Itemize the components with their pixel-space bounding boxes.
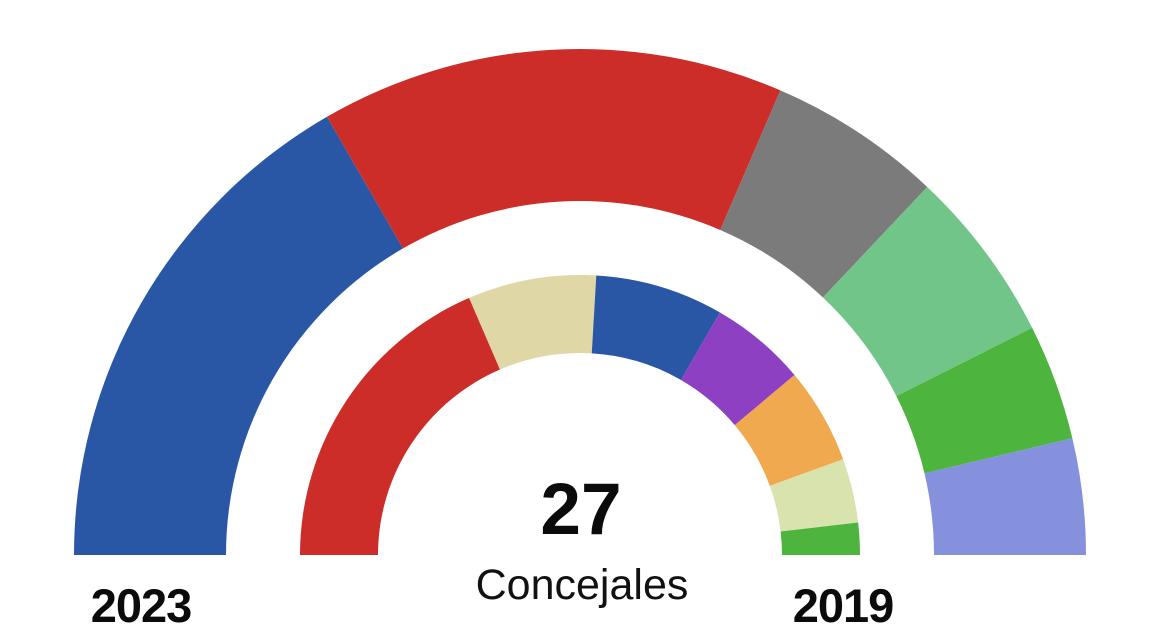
- seat-segment-2023-lavender: [924, 438, 1086, 555]
- seat-segment-2019-cream: [469, 274, 597, 370]
- year-label-2019: 2019: [792, 579, 895, 632]
- seat-segment-2019-blue: [591, 275, 720, 381]
- seat-segment-2023-green: [896, 327, 1073, 474]
- seat-segment-2023-red: [327, 48, 781, 249]
- seat-segment-2019-green: [780, 522, 860, 555]
- seat-segment-2019-pale-green: [769, 459, 859, 532]
- seat-segment-2019-red: [300, 297, 500, 555]
- seat-segment-2019-orange: [734, 375, 844, 486]
- seat-segment-2019-purple: [681, 312, 795, 426]
- seat-segment-2023-blue: [74, 116, 403, 555]
- total-seats-value: 27: [540, 469, 622, 550]
- total-seats-unit-label: Concejales: [475, 561, 689, 609]
- seat-segment-2023-sea-green: [822, 186, 1033, 397]
- year-label-2023: 2023: [90, 579, 193, 632]
- seat-segment-2023-gray: [720, 90, 928, 298]
